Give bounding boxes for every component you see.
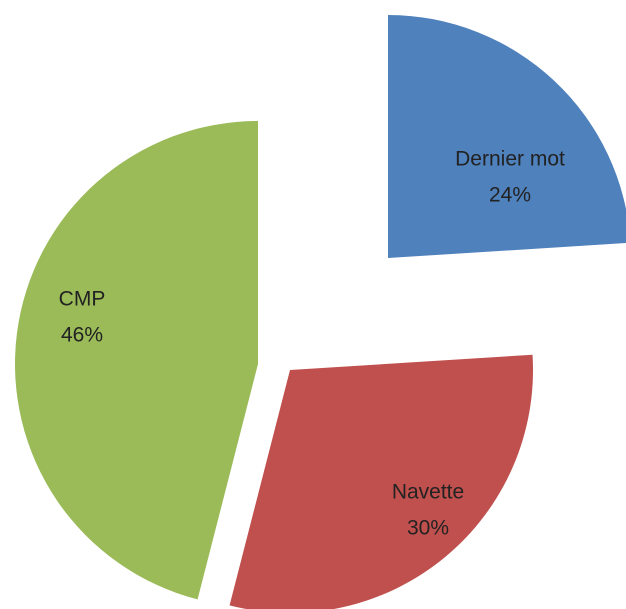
pie-slice — [388, 15, 626, 258]
slice-value-label: 46% — [61, 324, 103, 347]
pie-slice — [14, 121, 259, 600]
slice-category-label: CMP — [59, 288, 106, 311]
slice-value-label: 30% — [407, 517, 449, 540]
slice-value-label: 24% — [489, 184, 531, 207]
pie-slice — [229, 354, 533, 609]
slice-category-label: Navette — [392, 481, 464, 504]
slice-category-label: Dernier mot — [455, 148, 565, 171]
